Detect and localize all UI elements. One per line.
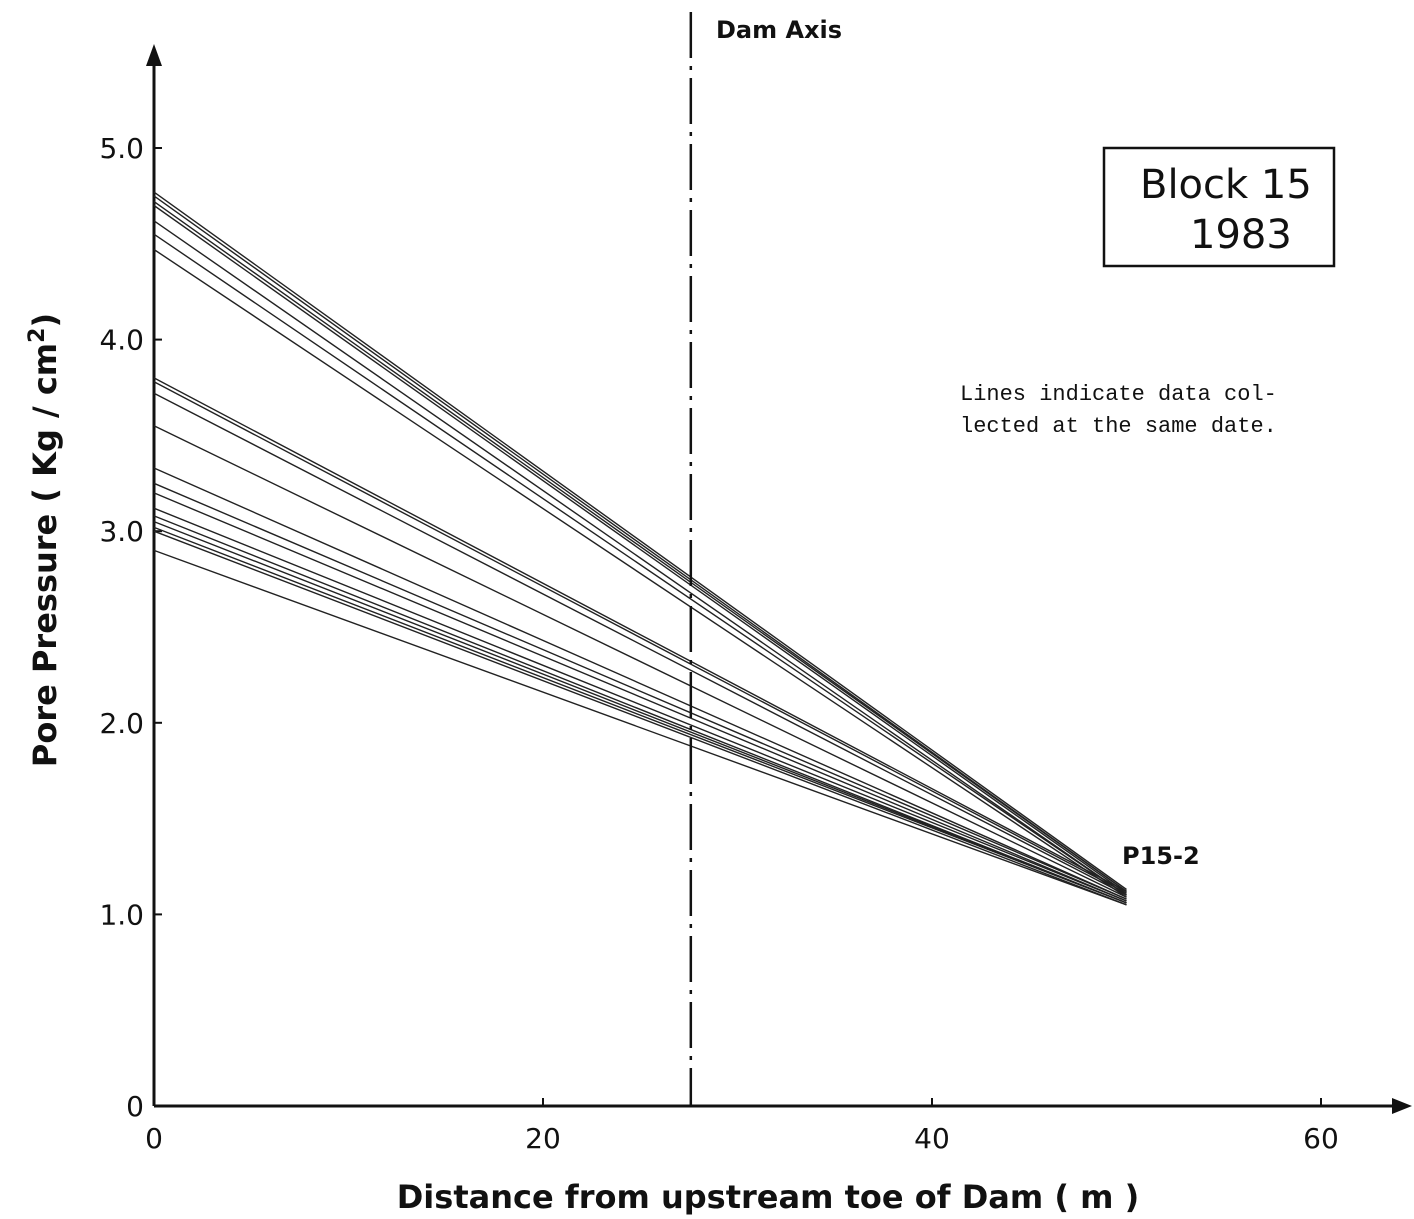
x-tick-label: 60 [1303, 1122, 1339, 1155]
legend-box-line1: Block 15 [1140, 162, 1312, 208]
legend-box-line2: 1983 [1190, 212, 1292, 258]
note-line2: lected at the same date. [960, 414, 1277, 439]
series-line [153, 220, 1127, 896]
series-line [153, 233, 1127, 896]
series-line [153, 191, 1127, 891]
legend-box-frame [1102, 146, 1336, 268]
series-line [153, 507, 1127, 902]
x-tick-label: 40 [914, 1122, 950, 1155]
series-line [153, 520, 1127, 904]
y-axis-title-superscript: 2 [25, 328, 50, 343]
series-line [153, 482, 1127, 900]
y-tick-label: 2.0 [99, 707, 144, 740]
y-axis-title-close: ) [26, 313, 64, 328]
series-line [153, 526, 1127, 904]
series-line [153, 248, 1127, 898]
y-axis-title: Pore Pressure ( Kg / cm2) [25, 313, 64, 767]
series-lines [153, 191, 1127, 906]
labels: Distance from upstream toe of Dam ( m ) … [25, 16, 1336, 1216]
series-line [153, 425, 1127, 898]
end-point-label: P15-2 [1122, 842, 1200, 870]
note-line1: Lines indicate data col- [960, 382, 1277, 407]
y-axis-arrow [146, 44, 162, 66]
y-tick-label: 5.0 [99, 132, 144, 165]
axes: 0 1.0 2.0 3.0 4.0 5.0 0 20 40 60 [99, 44, 1412, 1155]
series-line [153, 515, 1127, 904]
series-line [153, 530, 1127, 906]
series-line [153, 201, 1127, 892]
y-axis-title-main: Pore Pressure ( Kg / cm [26, 343, 64, 767]
series-line [153, 492, 1127, 902]
x-tick-label: 20 [525, 1122, 561, 1155]
x-axis-arrow [1392, 1098, 1412, 1114]
y-tick-label: 4.0 [99, 324, 144, 357]
series-line [153, 204, 1127, 894]
series-line [153, 467, 1127, 900]
dam-axis-label: Dam Axis [716, 16, 842, 44]
series-line [153, 377, 1127, 893]
y-tick-label: 3.0 [99, 515, 144, 548]
series-line [153, 392, 1127, 896]
series-line [153, 549, 1127, 906]
y-tick-label: 1.0 [99, 898, 144, 931]
x-axis-title: Distance from upstream toe of Dam ( m ) [397, 1178, 1140, 1216]
legend-box: Block 15 1983 [1102, 146, 1336, 268]
series-line [153, 381, 1127, 894]
series-line [153, 195, 1127, 892]
y-tick-label: 0 [126, 1090, 144, 1123]
x-tick-label: 0 [145, 1122, 163, 1155]
